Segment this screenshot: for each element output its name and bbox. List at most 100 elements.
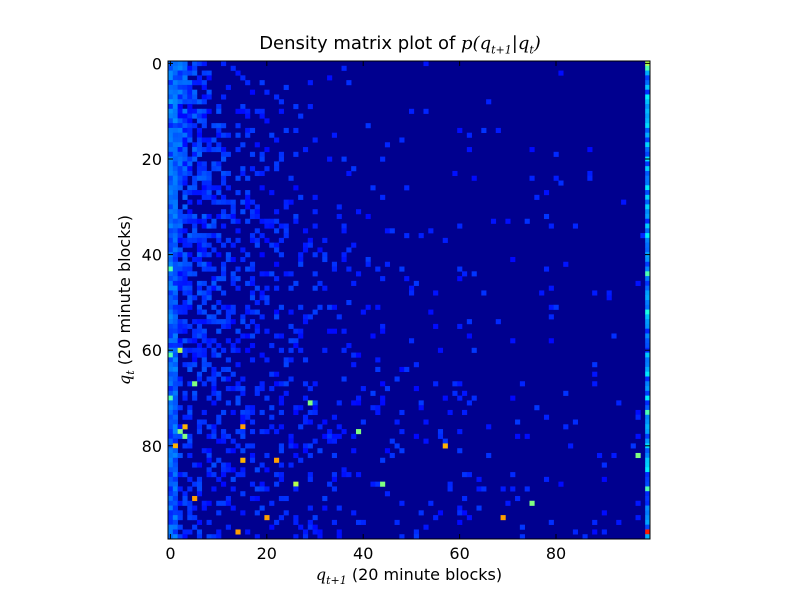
heatmap-cell xyxy=(192,108,198,114)
heatmap-cell xyxy=(302,242,309,248)
heatmap-cell xyxy=(519,381,525,387)
heatmap-cell xyxy=(394,419,400,425)
heatmap-cell xyxy=(264,357,270,363)
heatmap-cell xyxy=(418,405,424,411)
heatmap-cell xyxy=(201,319,207,325)
heatmap-cell xyxy=(187,285,193,291)
heatmap-cell xyxy=(457,266,463,272)
heatmap-cell xyxy=(172,204,178,210)
heatmap-cell xyxy=(563,390,569,396)
heatmap-cell xyxy=(182,70,188,76)
x-tick-label: 80 xyxy=(546,544,566,563)
heatmap-cell xyxy=(177,151,183,157)
heatmap-cell xyxy=(486,424,492,430)
heatmap-cell xyxy=(225,213,231,220)
heatmap-cell xyxy=(235,123,241,129)
heatmap-cell xyxy=(196,190,203,196)
heatmap-cell xyxy=(168,261,174,267)
heatmap-cell xyxy=(211,429,217,435)
heatmap-cell xyxy=(563,261,569,267)
heatmap-cell xyxy=(399,266,405,272)
heatmap-cell xyxy=(288,323,294,329)
heatmap-cell xyxy=(172,524,178,530)
heatmap-cell xyxy=(168,381,174,387)
heatmap-cell xyxy=(428,500,434,506)
heatmap-cell xyxy=(182,89,188,95)
heatmap-cell xyxy=(168,104,174,110)
heatmap-cell xyxy=(216,510,222,516)
heatmap-cell xyxy=(278,515,284,521)
heatmap-cell xyxy=(423,108,429,114)
heatmap-cell xyxy=(645,137,651,143)
heatmap-cell xyxy=(172,61,178,67)
heatmap-cell xyxy=(201,113,207,119)
heatmap-cell xyxy=(635,515,641,521)
heatmap-cell xyxy=(211,233,217,239)
heatmap-cell xyxy=(168,75,174,81)
heatmap-cell xyxy=(249,261,256,267)
heatmap-cell xyxy=(172,510,178,516)
heatmap-cell xyxy=(196,424,203,430)
heatmap-cell xyxy=(645,166,651,172)
heatmap-cell xyxy=(645,400,651,406)
heatmap-cell xyxy=(442,395,448,401)
heatmap-cell xyxy=(168,70,174,76)
heatmap-cell xyxy=(177,534,183,540)
heatmap-cell xyxy=(645,448,651,454)
heatmap-cell xyxy=(172,419,178,425)
heatmap-cell xyxy=(177,276,183,282)
heatmap-cell xyxy=(645,491,651,497)
heatmap-cell xyxy=(274,94,280,100)
heatmap-cell xyxy=(168,209,174,215)
heatmap-cell xyxy=(230,213,236,220)
heatmap-cell xyxy=(645,419,651,425)
heatmap-cell xyxy=(269,132,275,138)
heatmap-cell xyxy=(259,271,265,277)
heatmap-cell xyxy=(259,386,265,392)
heatmap-cell xyxy=(259,381,265,387)
heatmap-cell xyxy=(172,156,178,162)
heatmap-cell xyxy=(182,213,188,220)
heatmap-cell xyxy=(645,457,651,463)
heatmap-cell xyxy=(645,80,651,86)
heatmap-cell xyxy=(172,357,178,363)
heatmap-cell xyxy=(645,343,651,349)
heatmap-cell xyxy=(182,218,188,224)
heatmap-cell xyxy=(206,285,212,291)
heatmap-cell xyxy=(457,323,463,329)
heatmap-cell xyxy=(476,505,482,511)
heatmap-cell xyxy=(225,323,231,329)
heatmap-cell xyxy=(192,328,198,334)
heatmap-cell xyxy=(177,304,183,310)
heatmap-cell xyxy=(206,108,212,114)
heatmap-cell xyxy=(548,285,554,291)
heatmap-cell xyxy=(172,467,178,473)
heatmap-cell xyxy=(230,209,236,215)
heatmap-cell xyxy=(370,405,376,411)
heatmap-cell xyxy=(249,452,256,459)
heatmap-cell xyxy=(259,290,265,296)
axis-ticks: 0 20 40 60 80 0 20 40 60 80 xyxy=(142,54,650,563)
heatmap-cell xyxy=(196,99,203,105)
heatmap-cell xyxy=(312,438,318,444)
heatmap-cell xyxy=(211,194,217,200)
heatmap-cell xyxy=(254,328,260,334)
heatmap-cell xyxy=(645,223,651,229)
heatmap-cell xyxy=(172,457,178,463)
heatmap-cell xyxy=(278,333,284,339)
heatmap-cell xyxy=(168,147,174,153)
heatmap-cell xyxy=(240,209,246,215)
heatmap-cell xyxy=(240,424,246,430)
heatmap-cell xyxy=(172,362,178,368)
heatmap-cell xyxy=(192,481,198,487)
heatmap-cell xyxy=(177,323,183,329)
heatmap-cell xyxy=(230,242,236,248)
heatmap-cell xyxy=(216,190,222,196)
heatmap-cell xyxy=(196,175,203,181)
heatmap-cell xyxy=(582,534,588,540)
heatmap-cell xyxy=(168,151,174,157)
heatmap-cell xyxy=(216,132,222,138)
heatmap-cell xyxy=(201,194,207,200)
heatmap-cell xyxy=(187,476,193,482)
heatmap-cell xyxy=(182,132,188,138)
